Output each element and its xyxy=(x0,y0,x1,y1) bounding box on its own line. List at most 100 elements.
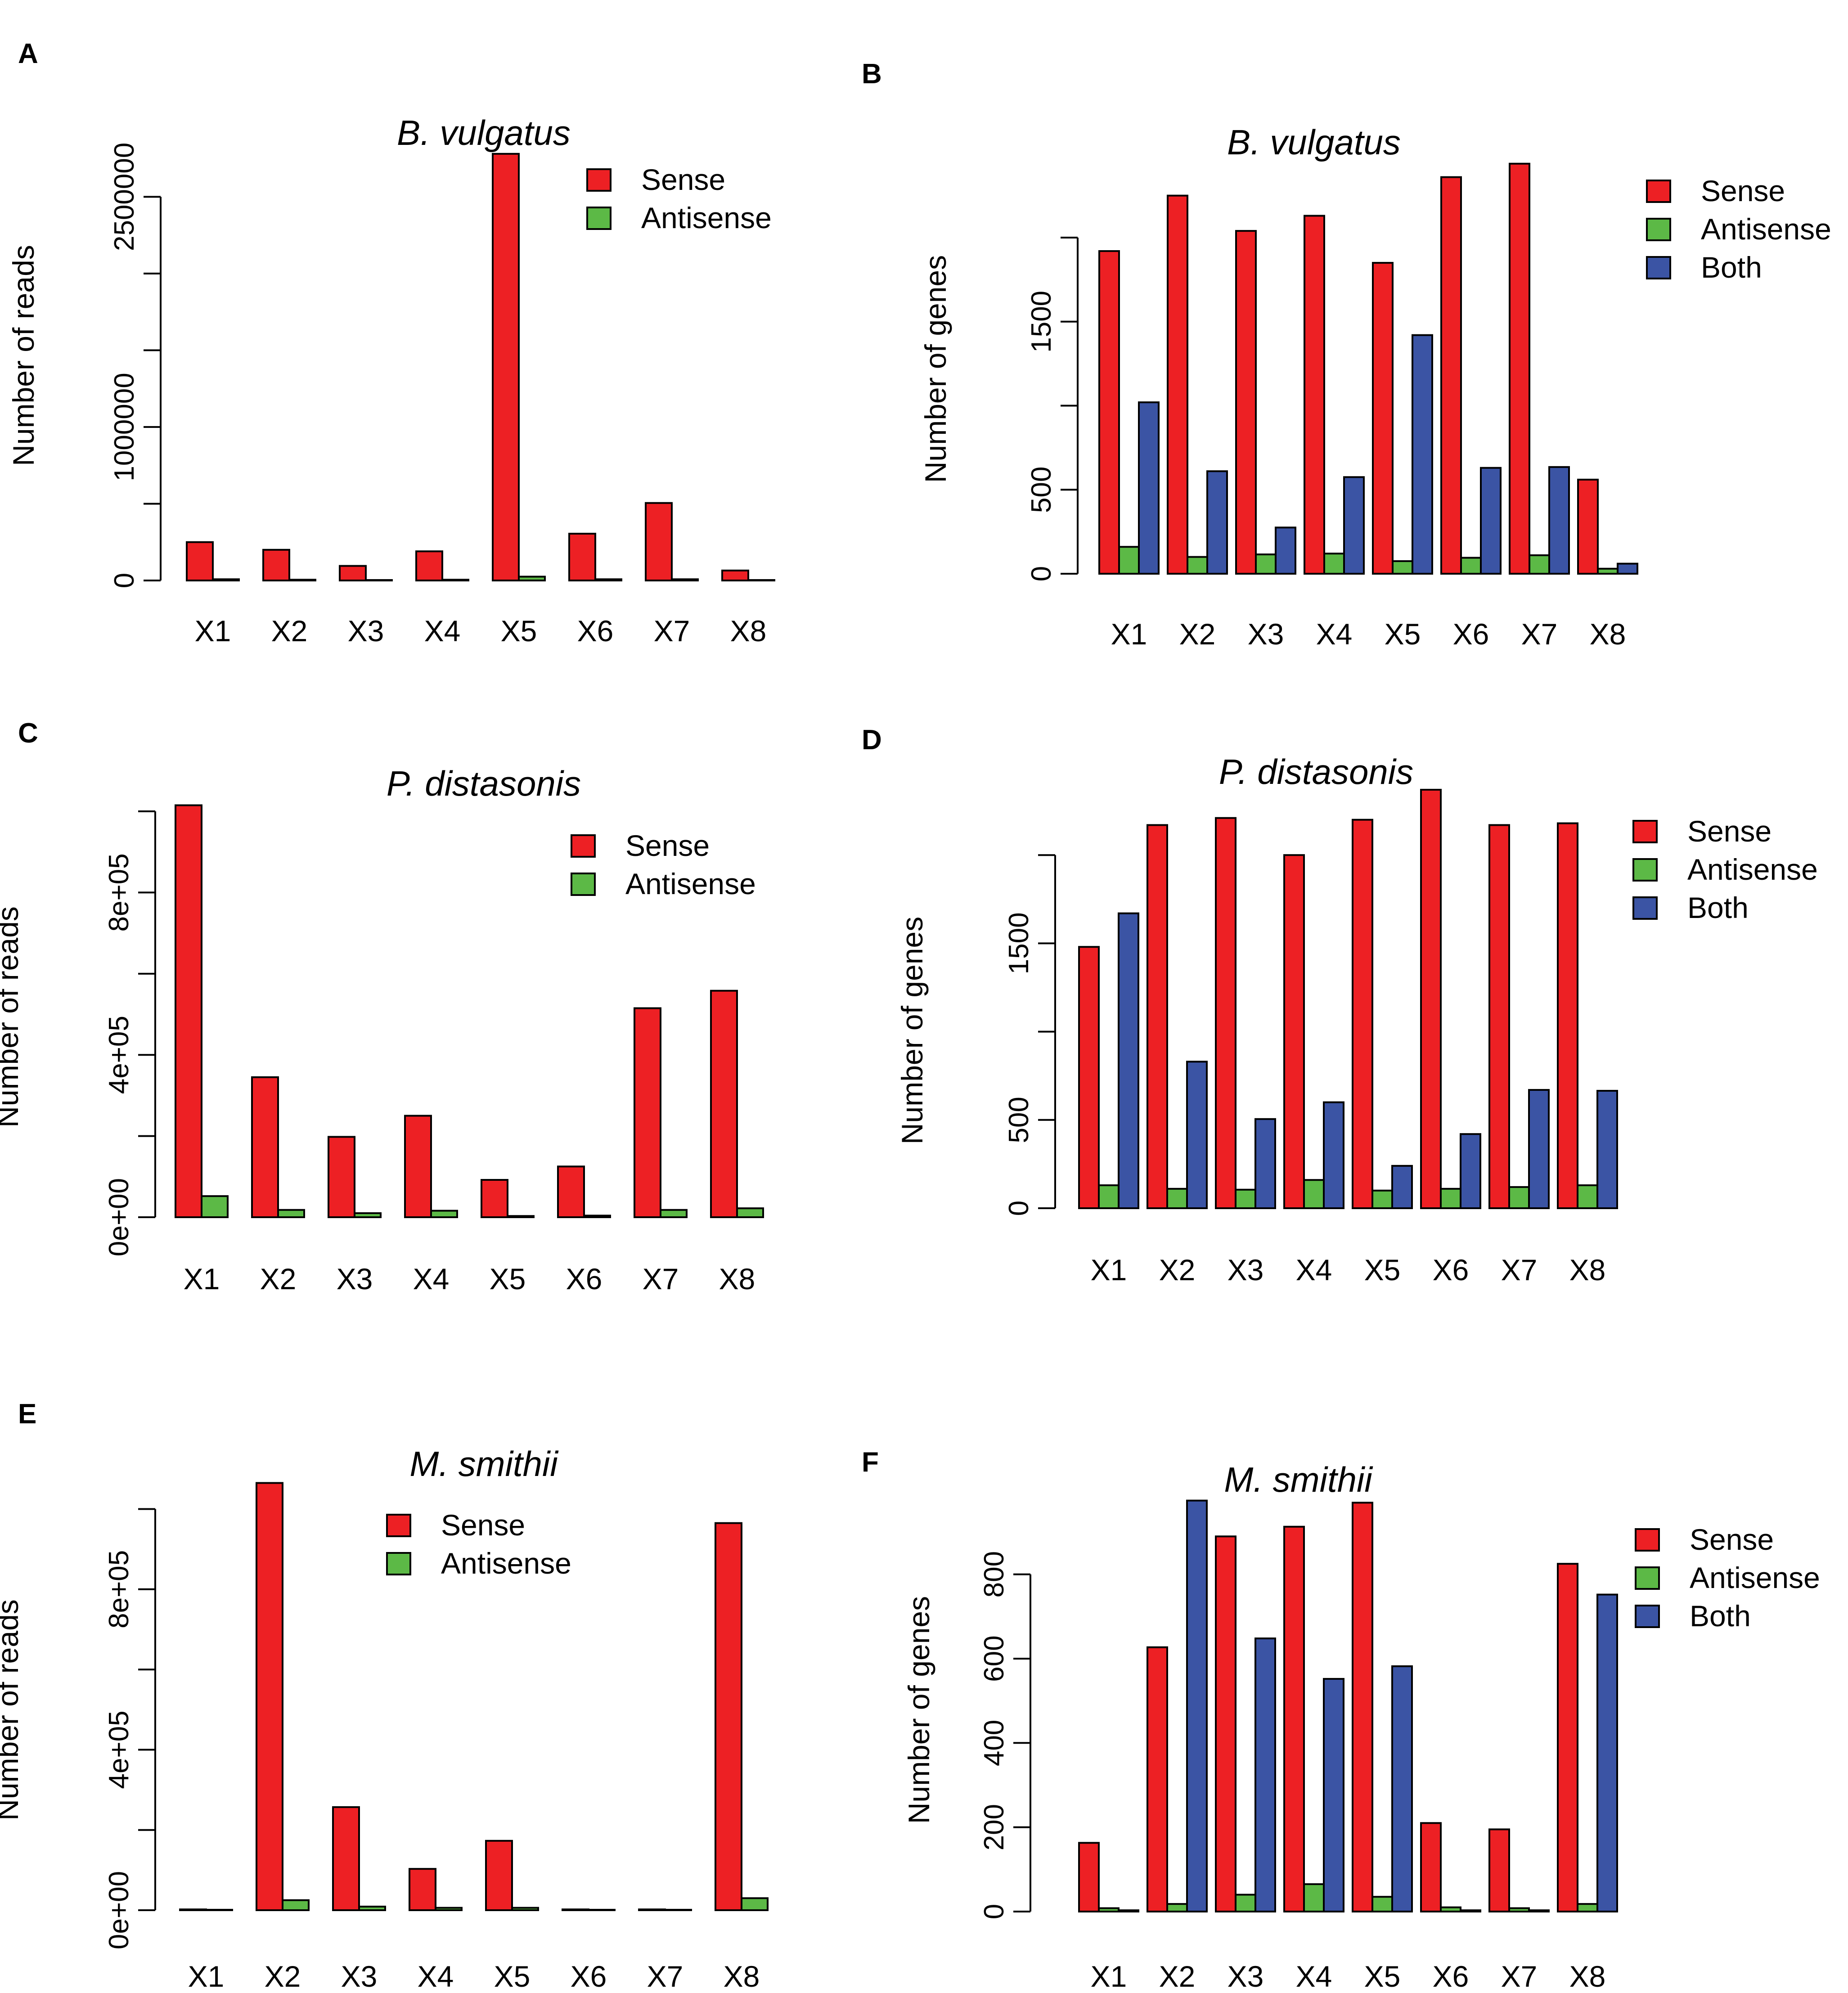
bar-sense-x4 xyxy=(404,1115,432,1218)
x-category-label: X6 xyxy=(566,1262,603,1296)
bar-sense-x1 xyxy=(186,541,214,582)
bar-sense-x7 xyxy=(1488,824,1510,1209)
x-category-label: X5 xyxy=(490,1262,526,1296)
x-category-label: X2 xyxy=(1159,1253,1196,1287)
bar-both-x2 xyxy=(1186,1499,1208,1912)
bar-both-x2 xyxy=(1206,470,1228,575)
y-tick-label: 4e+05 xyxy=(103,1016,135,1094)
bar-sense-x4 xyxy=(1283,1525,1305,1912)
chart-panel-b: B B. vulgatus Number of genes 0 500 1500 X1 X2 X… xyxy=(862,58,1831,651)
bar-sense-x4 xyxy=(1283,854,1305,1209)
legend-swatch-sense xyxy=(571,834,596,858)
x-category-label: X2 xyxy=(271,614,308,648)
bar-antisense-x1 xyxy=(212,578,240,582)
bar-sense-x7 xyxy=(1509,162,1530,575)
legend-label-sense: Sense xyxy=(1687,814,1772,848)
x-category-label: X1 xyxy=(184,1262,220,1296)
bar-both-x5 xyxy=(1391,1165,1413,1209)
legend-label-sense: Sense xyxy=(1701,174,1785,207)
y-tick-label: 400 xyxy=(979,1720,1010,1766)
x-category-label: X7 xyxy=(647,1960,683,1993)
y-axis-label: Number of reads xyxy=(0,906,24,1128)
bar-both-x6 xyxy=(1480,467,1502,575)
legend-swatch-antisense xyxy=(586,207,612,230)
x-category-label: X1 xyxy=(1091,1253,1127,1287)
legend-swatch-sense xyxy=(1632,820,1658,843)
legend: Sense Antisense Both xyxy=(1632,814,1818,924)
x-category-label: X3 xyxy=(1228,1253,1264,1287)
x-category-label: X7 xyxy=(1501,1960,1538,1993)
bar-antisense-x1 xyxy=(201,1195,229,1219)
bar-antisense-x6 xyxy=(1440,1906,1461,1913)
legend-label-antisense: Antisense xyxy=(641,201,772,234)
bar-antisense-x7 xyxy=(660,1209,688,1218)
x-category-label: X6 xyxy=(571,1960,607,1993)
x-category-label: X8 xyxy=(724,1960,760,1993)
chart-title: B. vulgatus xyxy=(1227,122,1401,162)
x-category-label: X8 xyxy=(1569,1960,1606,1993)
bar-sense-x1 xyxy=(1078,946,1100,1209)
bar-both-x5 xyxy=(1412,334,1433,575)
bar-both-x8 xyxy=(1596,1593,1618,1912)
legend-swatch-both xyxy=(1635,1605,1660,1628)
y-tick-label: 0 xyxy=(109,573,140,588)
bar-antisense-x1 xyxy=(1098,1907,1120,1913)
legend: Sense Antisense Both xyxy=(1646,174,1831,284)
bar-sense-x2 xyxy=(251,1076,279,1218)
bar-sense-x2 xyxy=(256,1482,283,1911)
bar-sense-x1 xyxy=(1098,250,1120,575)
x-category-label: X1 xyxy=(195,614,231,648)
x-category-label: X3 xyxy=(1228,1960,1264,1993)
x-category-label: X4 xyxy=(413,1262,450,1296)
bar-both-x7 xyxy=(1548,466,1570,575)
bar-sense-x3 xyxy=(339,565,367,582)
bar-sense-x2 xyxy=(1147,824,1168,1209)
bar-both-x1 xyxy=(1118,912,1139,1210)
panel-letter: F xyxy=(862,1447,879,1478)
legend-swatch-sense xyxy=(586,168,612,192)
y-tick-label: 2500000 xyxy=(109,143,140,251)
bar-antisense-x7 xyxy=(671,578,699,582)
legend: Sense Antisense xyxy=(386,1508,571,1580)
x-category-label: X3 xyxy=(337,1262,373,1296)
bar-sense-x5 xyxy=(492,153,520,582)
x-category-label: X5 xyxy=(1364,1960,1401,1993)
y-tick-label: 0 xyxy=(979,1904,1010,1919)
bar-sense-x4 xyxy=(415,550,443,581)
y-tick-label: 0 xyxy=(1003,1201,1034,1216)
bar-sense-x1 xyxy=(179,1908,207,1911)
bar-both-x8 xyxy=(1617,562,1638,575)
bar-sense-x8 xyxy=(1557,1563,1578,1912)
chart-title: P. distasonis xyxy=(1219,752,1413,792)
bar-sense-x5 xyxy=(1352,1502,1373,1913)
chart-panel-d: D P. distasonis Number of genes 0 500 1500 X1 X… xyxy=(862,724,1818,1287)
x-category-label: X4 xyxy=(1316,617,1353,651)
x-category-label: X5 xyxy=(1385,617,1421,651)
x-category-label: X2 xyxy=(1179,617,1216,651)
bar-antisense-x4 xyxy=(1303,1883,1325,1913)
bar-sense-x5 xyxy=(481,1179,508,1218)
legend-label-sense: Sense xyxy=(441,1508,525,1542)
x-category-label: X5 xyxy=(1364,1253,1401,1287)
y-tick-label: 8e+05 xyxy=(103,1550,135,1629)
x-category-label: X4 xyxy=(418,1960,454,1993)
legend-label-sense: Sense xyxy=(1690,1523,1774,1556)
x-category-label: X7 xyxy=(1521,617,1558,651)
bar-sense-x8 xyxy=(721,569,749,581)
y-tick-label: 500 xyxy=(1003,1097,1034,1143)
bar-sense-x7 xyxy=(645,502,673,581)
bar-antisense-x2 xyxy=(1166,1903,1188,1912)
legend-swatch-antisense xyxy=(1632,858,1658,882)
x-category-label: X8 xyxy=(719,1262,755,1296)
bar-antisense-x8 xyxy=(1577,1903,1598,1912)
bar-antisense-x3 xyxy=(358,1905,386,1912)
legend-swatch-sense xyxy=(1646,180,1671,203)
bar-sense-x1 xyxy=(1078,1842,1100,1913)
bar-antisense-x4 xyxy=(430,1210,458,1218)
x-category-label: X1 xyxy=(188,1960,225,1993)
y-tick-label: 0e+00 xyxy=(103,1871,135,1949)
chart-title: M. smithii xyxy=(409,1444,559,1484)
y-tick-label: 4e+05 xyxy=(103,1710,135,1789)
legend-label-both: Both xyxy=(1701,251,1762,284)
panel-letter: A xyxy=(18,38,38,69)
